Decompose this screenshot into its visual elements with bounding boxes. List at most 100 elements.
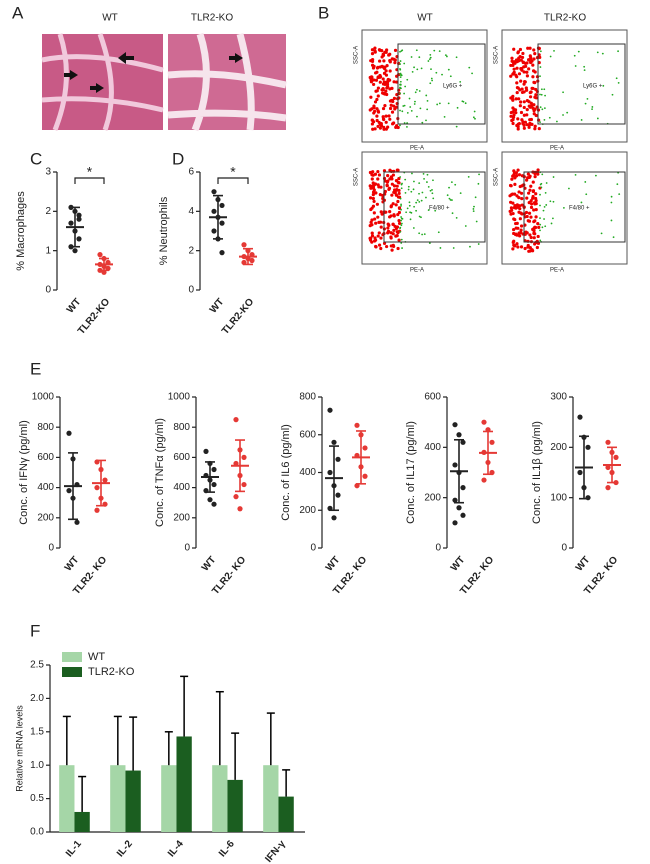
event-dot xyxy=(568,187,570,190)
data-point xyxy=(362,473,368,479)
data-point xyxy=(102,477,108,483)
event-dot xyxy=(528,105,532,109)
event-dot xyxy=(397,210,402,215)
y-axis-label: Relative mRNA levels xyxy=(14,705,24,792)
event-dot xyxy=(386,226,390,230)
event-dot xyxy=(396,168,400,172)
legend-label: WT xyxy=(88,651,105,663)
event-dot xyxy=(380,49,384,53)
event-dot xyxy=(373,46,377,50)
y-tick-label: 400 xyxy=(173,482,190,493)
event-dot xyxy=(542,209,545,212)
event-dot xyxy=(523,61,528,65)
event-dot xyxy=(420,216,422,219)
y-tick-label: 400 xyxy=(37,482,54,493)
event-dot xyxy=(525,196,529,200)
panel-label: A xyxy=(12,3,24,22)
event-dot xyxy=(387,53,391,57)
event-dot xyxy=(369,95,373,99)
event-dot xyxy=(395,188,399,192)
event-dot xyxy=(531,180,535,184)
event-dot xyxy=(514,73,518,77)
event-dot xyxy=(533,175,537,179)
event-dot xyxy=(580,201,583,204)
event-dot xyxy=(426,181,428,183)
event-dot xyxy=(528,233,532,237)
y-tick-label: 2.5 xyxy=(30,660,44,671)
event-dot xyxy=(373,100,378,104)
event-dot xyxy=(530,122,534,127)
event-dot xyxy=(399,87,402,89)
bar xyxy=(176,736,192,832)
event-dot xyxy=(375,118,379,123)
event-dot xyxy=(392,80,396,84)
event-dot xyxy=(418,201,421,203)
event-dot xyxy=(612,236,615,239)
event-dot xyxy=(394,193,399,197)
event-dot xyxy=(515,81,519,85)
event-dot xyxy=(410,211,413,214)
event-dot xyxy=(376,215,380,219)
event-dot xyxy=(539,66,542,68)
data-point xyxy=(452,497,458,503)
event-dot xyxy=(518,207,522,211)
event-dot xyxy=(373,217,377,221)
data-point xyxy=(456,505,462,511)
event-dot xyxy=(427,185,430,188)
event-dot xyxy=(539,239,542,242)
event-dot xyxy=(426,108,429,111)
event-dot xyxy=(517,210,521,214)
significance-label: * xyxy=(230,164,236,180)
event-dot xyxy=(531,106,535,110)
event-dot xyxy=(601,52,604,55)
event-dot xyxy=(385,183,389,187)
y-tick-label: 200 xyxy=(37,512,54,523)
data-point xyxy=(211,208,217,214)
event-dot xyxy=(595,174,597,177)
event-dot xyxy=(371,58,375,62)
event-dot xyxy=(412,227,415,229)
event-dot xyxy=(397,221,402,226)
event-dot xyxy=(508,194,512,198)
event-dot xyxy=(473,110,476,113)
event-dot xyxy=(617,81,620,84)
flow-plots: Ly6G + SSC-A PE-A Ly6G + SSC-A PE-A F4/80 + SSC… xyxy=(354,29,628,274)
event-dot xyxy=(543,88,546,91)
event-dot xyxy=(573,54,576,57)
event-dot xyxy=(519,67,523,71)
event-dot xyxy=(473,205,475,208)
data-point xyxy=(331,515,337,521)
event-dot xyxy=(378,59,382,63)
event-dot xyxy=(406,125,408,128)
event-dot xyxy=(530,86,534,90)
y-axis-label: Conc. of TNFα (pg/ml) xyxy=(154,418,166,527)
event-dot xyxy=(520,55,525,60)
data-point xyxy=(481,477,487,483)
event-dot xyxy=(418,215,421,218)
event-dot xyxy=(439,247,442,249)
data-point xyxy=(249,257,255,264)
event-dot xyxy=(474,196,477,199)
event-dot xyxy=(416,88,418,91)
event-dot xyxy=(534,192,538,196)
event-dot xyxy=(449,199,452,201)
event-dot xyxy=(534,96,539,100)
event-dot xyxy=(472,208,475,210)
event-dot xyxy=(373,127,377,131)
event-dot xyxy=(517,190,521,194)
event-dot xyxy=(368,196,373,200)
event-dot xyxy=(511,240,515,244)
event-dot xyxy=(512,47,516,51)
event-dot xyxy=(519,191,524,195)
gate xyxy=(397,43,486,125)
event-dot xyxy=(539,93,541,96)
event-dot xyxy=(467,175,470,178)
event-dot xyxy=(539,229,541,232)
event-dot xyxy=(385,244,389,249)
event-dot xyxy=(376,234,380,238)
event-dot xyxy=(399,76,402,79)
event-dot xyxy=(518,217,522,221)
event-dot xyxy=(376,86,380,90)
event-dot xyxy=(372,211,376,215)
event-dot xyxy=(583,65,586,68)
